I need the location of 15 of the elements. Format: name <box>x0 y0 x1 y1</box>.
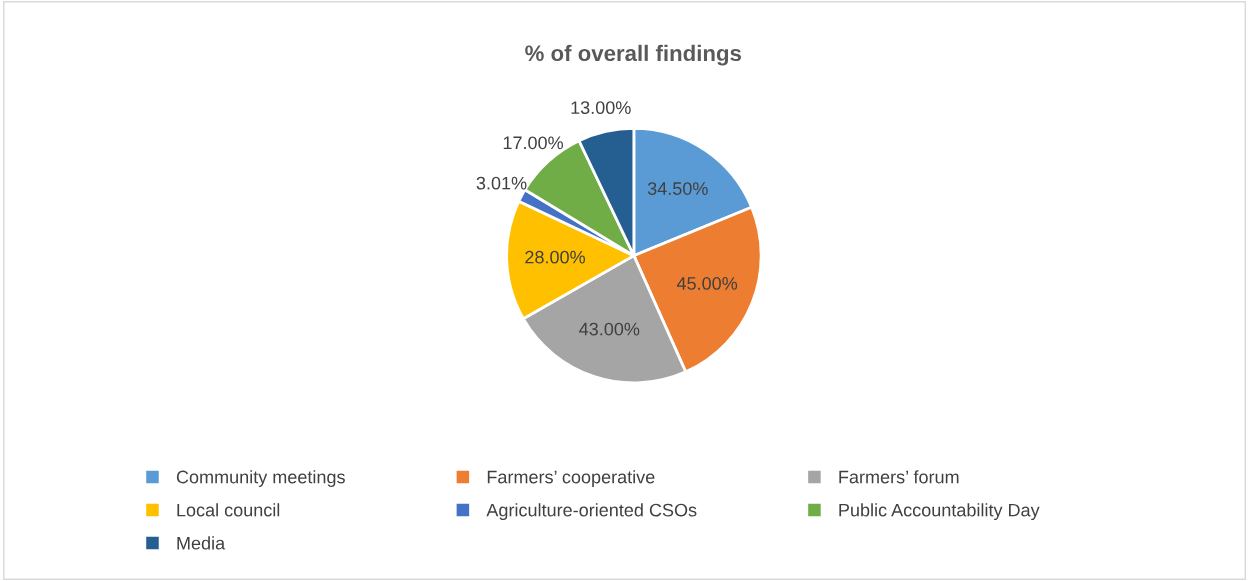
legend-label: Farmers’ cooperative <box>487 470 655 487</box>
data-label: 43.00% <box>579 322 640 336</box>
legend-label: Community meetings <box>176 470 345 487</box>
legend-label: Farmers’ forum <box>839 470 959 484</box>
data-label: 17.00% <box>503 136 564 150</box>
legend-label: Local council <box>177 503 280 517</box>
legend-label: Media <box>177 536 226 550</box>
data-label: 13.00% <box>571 101 631 115</box>
chart-title: % of overall findings <box>525 44 741 66</box>
data-label: 34.50% <box>647 182 708 195</box>
data-label: 3.01% <box>476 176 527 190</box>
data-label: 45.00% <box>676 277 738 290</box>
legend-label: Agriculture-oriented CSOs <box>486 503 697 521</box>
legend-label: Public Accountability Day <box>839 503 1040 521</box>
data-label: 28.00% <box>525 250 585 264</box>
